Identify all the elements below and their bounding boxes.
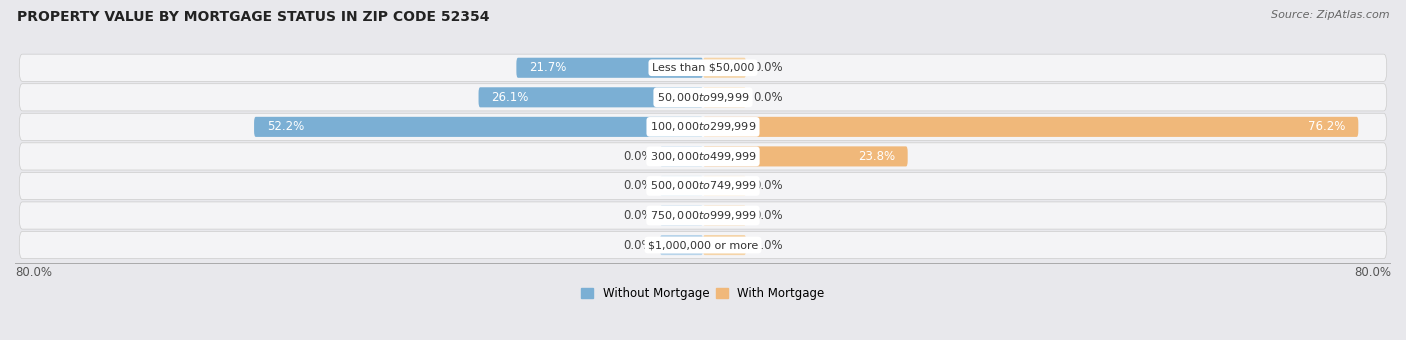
Text: Source: ZipAtlas.com: Source: ZipAtlas.com (1271, 10, 1389, 20)
FancyBboxPatch shape (703, 58, 747, 78)
FancyBboxPatch shape (703, 146, 908, 167)
Text: $100,000 to $299,999: $100,000 to $299,999 (650, 120, 756, 133)
Text: 76.2%: 76.2% (1308, 120, 1346, 133)
FancyBboxPatch shape (659, 146, 703, 167)
FancyBboxPatch shape (20, 232, 1386, 259)
Text: 21.7%: 21.7% (529, 61, 567, 74)
FancyBboxPatch shape (254, 117, 703, 137)
FancyBboxPatch shape (20, 113, 1386, 140)
Text: PROPERTY VALUE BY MORTGAGE STATUS IN ZIP CODE 52354: PROPERTY VALUE BY MORTGAGE STATUS IN ZIP… (17, 10, 489, 24)
Text: 0.0%: 0.0% (752, 209, 783, 222)
Text: 0.0%: 0.0% (752, 180, 783, 192)
FancyBboxPatch shape (659, 235, 703, 255)
FancyBboxPatch shape (703, 87, 747, 107)
Text: $300,000 to $499,999: $300,000 to $499,999 (650, 150, 756, 163)
Text: 0.0%: 0.0% (623, 209, 654, 222)
FancyBboxPatch shape (478, 87, 703, 107)
FancyBboxPatch shape (659, 205, 703, 225)
FancyBboxPatch shape (20, 143, 1386, 170)
Text: 80.0%: 80.0% (1354, 266, 1391, 279)
Text: 0.0%: 0.0% (623, 150, 654, 163)
Text: 26.1%: 26.1% (492, 91, 529, 104)
FancyBboxPatch shape (703, 205, 747, 225)
FancyBboxPatch shape (20, 54, 1386, 81)
Text: 0.0%: 0.0% (752, 91, 783, 104)
Legend: Without Mortgage, With Mortgage: Without Mortgage, With Mortgage (576, 282, 830, 305)
Text: 23.8%: 23.8% (858, 150, 894, 163)
Text: 52.2%: 52.2% (267, 120, 304, 133)
FancyBboxPatch shape (703, 176, 747, 196)
Text: 0.0%: 0.0% (623, 239, 654, 252)
Text: $750,000 to $999,999: $750,000 to $999,999 (650, 209, 756, 222)
Text: $500,000 to $749,999: $500,000 to $749,999 (650, 180, 756, 192)
Text: $1,000,000 or more: $1,000,000 or more (648, 240, 758, 250)
Text: $50,000 to $99,999: $50,000 to $99,999 (657, 91, 749, 104)
FancyBboxPatch shape (516, 58, 703, 78)
FancyBboxPatch shape (20, 172, 1386, 200)
FancyBboxPatch shape (20, 84, 1386, 111)
FancyBboxPatch shape (20, 202, 1386, 229)
Text: 0.0%: 0.0% (752, 61, 783, 74)
FancyBboxPatch shape (703, 235, 747, 255)
Text: Less than $50,000: Less than $50,000 (652, 63, 754, 73)
Text: 0.0%: 0.0% (623, 180, 654, 192)
Text: 0.0%: 0.0% (752, 239, 783, 252)
Text: 80.0%: 80.0% (15, 266, 52, 279)
FancyBboxPatch shape (703, 117, 1358, 137)
FancyBboxPatch shape (659, 176, 703, 196)
